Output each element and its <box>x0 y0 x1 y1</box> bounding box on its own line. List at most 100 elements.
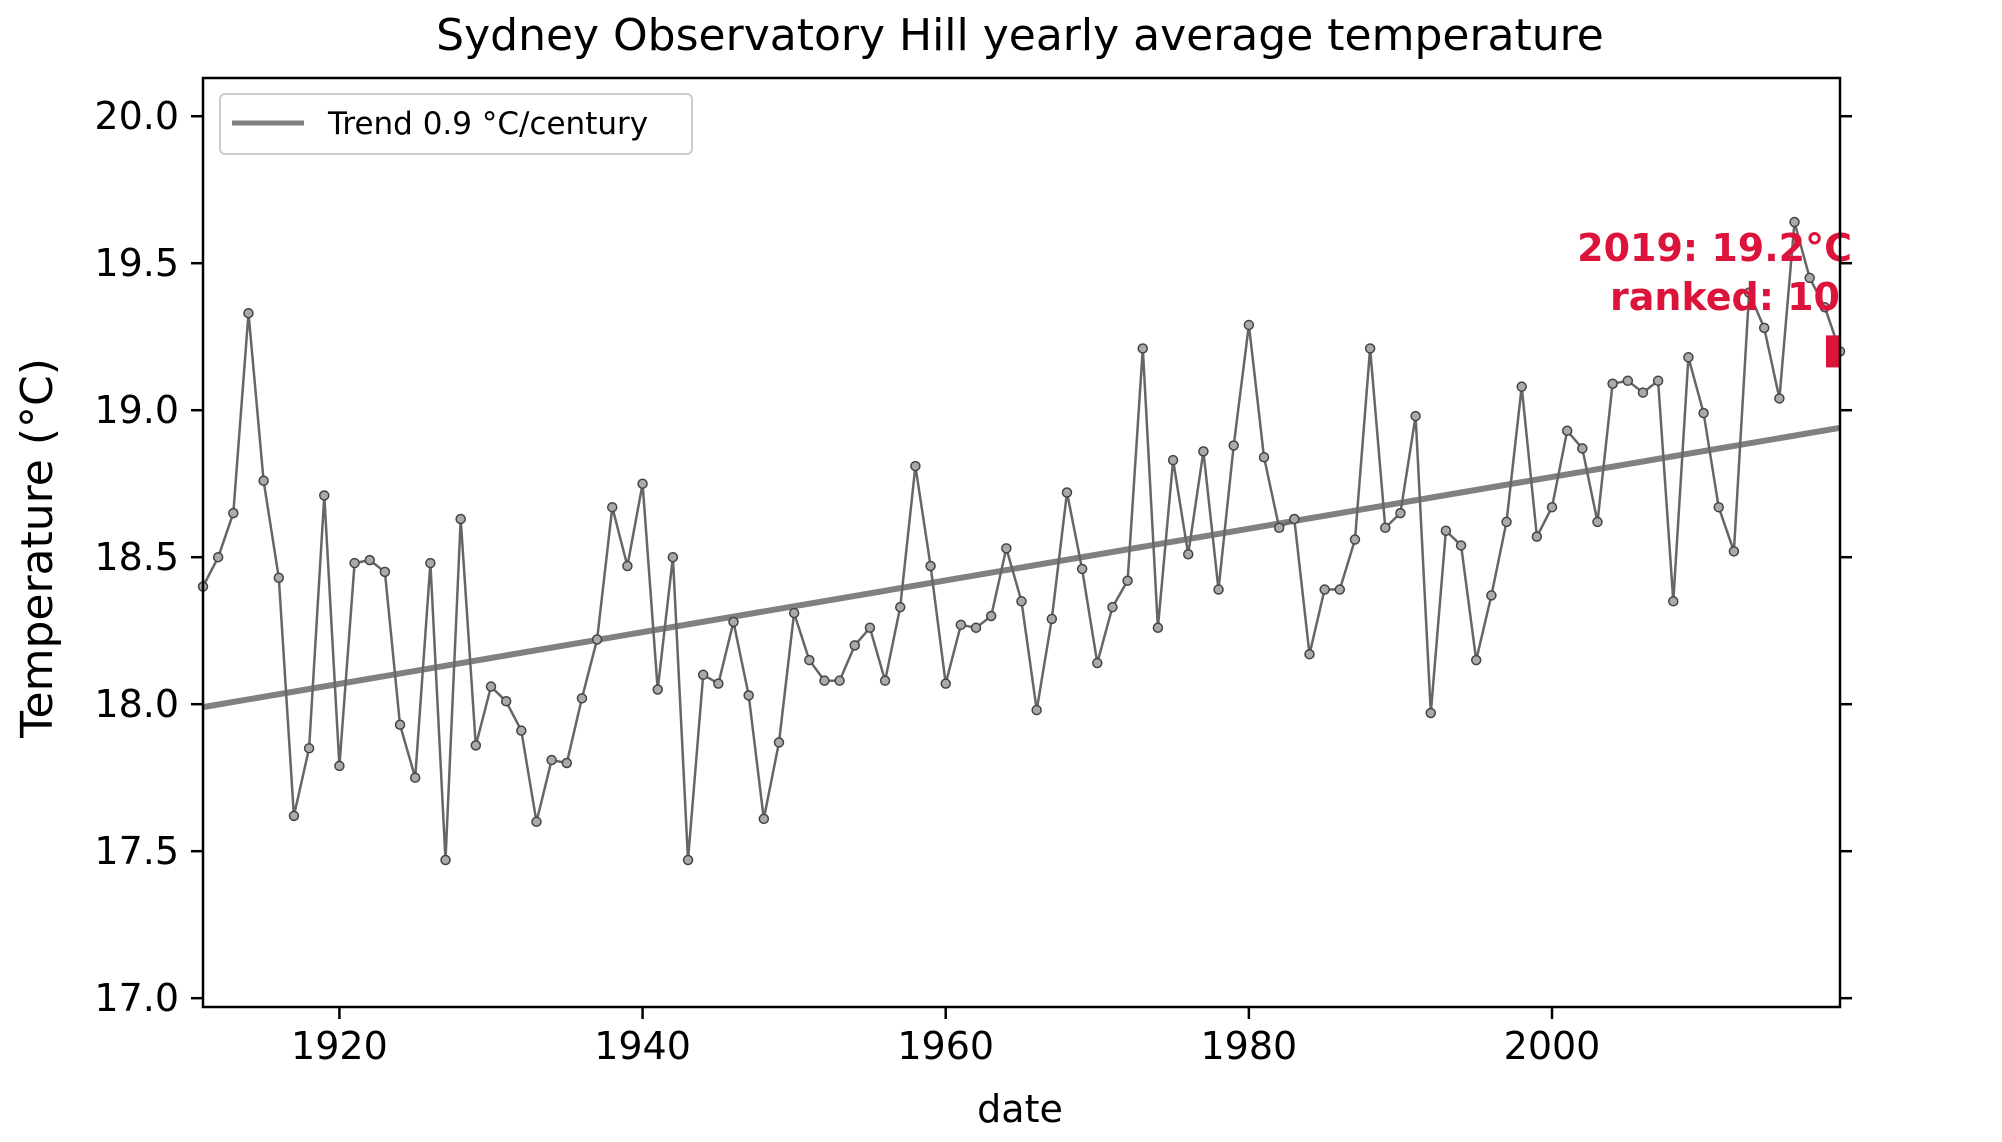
y-tick-label: 19.5 <box>94 241 179 285</box>
yearly-point <box>1364 343 1376 354</box>
y-tick-label: 17.5 <box>94 829 179 873</box>
yearly-point <box>1289 513 1300 525</box>
yearly-point <box>864 622 876 634</box>
yearly-point <box>1380 522 1391 534</box>
yearly-point <box>682 854 694 866</box>
yearly-point <box>500 696 512 707</box>
yearly-point <box>1213 584 1224 595</box>
yearly-point <box>1804 272 1815 284</box>
yearly-point <box>1637 387 1649 398</box>
yearly-point <box>1016 596 1027 607</box>
yearly-point <box>1031 704 1042 716</box>
yearly-point <box>212 551 224 563</box>
yearly-point <box>273 572 285 584</box>
yearly-point <box>1652 375 1664 387</box>
yearly-point <box>1713 501 1724 513</box>
yearly-point <box>1440 525 1452 536</box>
yearly-point <box>1152 622 1164 634</box>
yearly-point <box>1258 451 1270 463</box>
yearly-point <box>319 490 330 501</box>
yearly-point <box>894 601 906 613</box>
yearly-point <box>1137 343 1149 354</box>
yearly-point <box>485 681 497 692</box>
yearly-point <box>1486 590 1497 601</box>
x-axis-ticks: 1920 1940 1960 1980 2000 <box>291 1007 1600 1068</box>
yearly-point <box>1561 425 1573 437</box>
yearly-point <box>1273 522 1285 534</box>
yearly-point <box>1061 487 1073 498</box>
yearly-point <box>713 678 724 689</box>
yearly-point <box>1334 584 1346 595</box>
yearly-point <box>243 307 254 319</box>
yearly-point <box>940 678 951 689</box>
yearly-point <box>667 551 679 563</box>
highlight-label-year: 2019: 19.2°C <box>1577 226 1852 270</box>
yearly-point <box>1819 302 1831 313</box>
yearly-point <box>1425 707 1436 719</box>
yearly-point <box>1531 531 1543 542</box>
yearly-point <box>531 816 542 828</box>
yearly-point <box>1410 410 1421 422</box>
yearly-point <box>819 675 830 686</box>
yearly-point <box>1122 575 1133 586</box>
y-axis-ticks: 17.0 17.5 18.0 18.5 19.0 19.5 20.0 <box>94 94 1852 1020</box>
yearly-point <box>258 475 269 487</box>
yearly-series-line <box>201 221 1842 861</box>
yearly-point <box>1789 216 1800 228</box>
x-tick-label: 1920 <box>291 1024 388 1068</box>
yearly-point <box>425 557 436 569</box>
yearly-point <box>1683 352 1694 363</box>
yearly-point <box>303 743 315 754</box>
y-axis-label: Temperature (°C) <box>12 358 63 739</box>
yearly-point <box>1743 287 1755 298</box>
yearly-point <box>1243 319 1255 331</box>
plot-frame <box>201 76 1842 1009</box>
yearly-point <box>379 566 391 578</box>
yearly-point <box>516 725 527 736</box>
x-tick-label: 2000 <box>1504 1024 1601 1068</box>
yearly-point <box>591 634 603 645</box>
yearly-point <box>1758 322 1770 334</box>
x-tick-label: 1940 <box>594 1024 691 1068</box>
yearly-point <box>788 607 800 619</box>
yearly-point <box>228 507 239 519</box>
x-axis-label: date <box>977 1087 1063 1131</box>
yearly-point <box>1076 563 1088 575</box>
yearly-point <box>1001 543 1012 554</box>
chart-title: Sydney Observatory Hill yearly average t… <box>436 10 1604 61</box>
yearly-point <box>834 675 845 686</box>
yearly-point <box>1455 540 1467 551</box>
yearly-point <box>743 690 754 701</box>
yearly-point <box>910 460 921 472</box>
yearly-point <box>1395 507 1406 519</box>
yearly-point <box>1470 654 1482 666</box>
yearly-point <box>1182 549 1194 560</box>
yearly-point <box>985 610 997 622</box>
yearly-point <box>1698 407 1709 419</box>
yearly-point <box>1516 381 1527 392</box>
yearly-point <box>455 513 466 525</box>
yearly-point <box>409 772 421 783</box>
x-tick-label: 1980 <box>1201 1024 1298 1068</box>
yearly-point <box>1501 516 1512 528</box>
yearly-point <box>470 740 482 751</box>
yearly-point <box>1046 613 1058 625</box>
yearly-point <box>925 560 936 572</box>
yearly-point <box>561 757 573 769</box>
yearly-point <box>607 501 618 513</box>
y-tick-label: 20.0 <box>94 94 179 138</box>
yearly-point <box>334 760 345 772</box>
yearly-point <box>773 737 785 748</box>
yearly-point <box>1349 534 1361 545</box>
yearly-point <box>1107 601 1118 613</box>
yearly-point <box>879 675 891 686</box>
yearly-point <box>1622 375 1634 387</box>
yearly-point <box>1319 584 1330 595</box>
yearly-point <box>622 560 633 572</box>
yearly-point <box>804 654 815 666</box>
yearly-point <box>1198 446 1209 457</box>
yearly-point <box>349 557 360 569</box>
yearly-point <box>697 669 709 681</box>
